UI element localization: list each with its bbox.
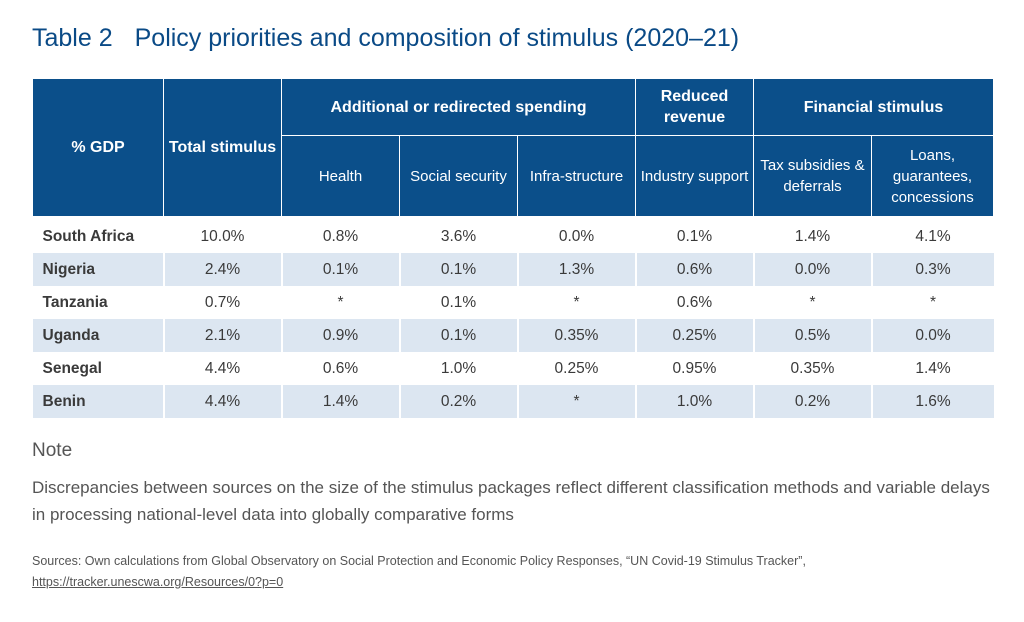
value-cell: 0.2% xyxy=(752,385,872,418)
table-title-text: Policy priorities and composition of sti… xyxy=(134,24,740,52)
table-row: Benin 4.4% 1.4% 0.2% * 1.0% 0.2% 1.6% xyxy=(32,385,994,418)
country-cell: Tanzania xyxy=(42,293,108,311)
value-cell: 4.1% xyxy=(870,216,994,253)
value-cell: 2.1% xyxy=(162,319,282,352)
table-row: South Africa 10.0% 0.8% 3.6% 0.0% 0.1% 1… xyxy=(33,216,994,253)
column-header-social-security: Social security xyxy=(399,135,518,217)
value-cell: * xyxy=(516,385,636,418)
value-cell: 1.0% xyxy=(634,385,754,418)
column-header-tax-subsidies: Tax subsidies & deferrals xyxy=(753,135,872,217)
value-cell: 1.0% xyxy=(398,352,518,385)
country-cell: Benin xyxy=(32,385,164,418)
row-label-header: % GDP xyxy=(32,78,164,217)
value-cell: 0.9% xyxy=(280,319,400,352)
reduced-revenue-header: Reduced revenue xyxy=(635,78,754,136)
value-cell: 0.1% xyxy=(398,319,518,352)
value-cell: 0.5% xyxy=(752,319,872,352)
value-cell: 0.3% xyxy=(870,253,994,286)
value-cell: 10.0% xyxy=(162,216,282,253)
value-cell: 0.2% xyxy=(398,385,518,418)
spending-group-header: Additional or redirected spending xyxy=(281,78,636,136)
value-cell: 1.4% xyxy=(280,385,400,418)
value-cell: 0.8% xyxy=(280,216,400,253)
value-cell: 0.6% xyxy=(634,286,754,319)
note-heading: Note xyxy=(32,440,73,461)
value-cell: 3.6% xyxy=(398,216,518,253)
value-cell: 0.6% xyxy=(634,253,754,286)
stimulus-table: % GDP Total stimulus Additional or redir… xyxy=(32,78,994,418)
value-cell: 1.4% xyxy=(870,352,994,385)
country-cell: Senegal xyxy=(42,359,102,377)
note-text: Discrepancies between sources on the siz… xyxy=(32,478,990,524)
value-cell: 0.25% xyxy=(634,319,754,352)
value-cell: 0.0% xyxy=(516,216,636,253)
sources-note: Sources: Own calculations from Global Ob… xyxy=(32,551,1000,593)
sources-text: Sources: Own calculations from Global Ob… xyxy=(32,554,806,568)
country-cell: Uganda xyxy=(32,319,164,352)
table-title: Table 2 Policy priorities and composition… xyxy=(32,24,739,53)
column-header-loans: Loans, guarantees, concessions xyxy=(871,135,994,217)
value-cell: 0.7% xyxy=(162,286,282,319)
column-header-industry-support: Industry support xyxy=(635,135,754,217)
value-cell: 0.35% xyxy=(516,319,636,352)
value-cell: * xyxy=(870,286,994,319)
table-row: Senegal 4.4% 0.6% 1.0% 0.25% 0.95% 0.35%… xyxy=(33,352,994,385)
value-cell: 1.4% xyxy=(752,216,872,253)
value-cell: 0.1% xyxy=(280,253,400,286)
sources-link[interactable]: https://tracker.unescwa.org/Resources/0?… xyxy=(32,575,284,589)
financial-stimulus-header: Financial stimulus xyxy=(753,78,994,136)
table-row: Uganda 2.1% 0.9% 0.1% 0.35% 0.25% 0.5% 0… xyxy=(32,319,994,352)
value-cell: 0.25% xyxy=(516,352,636,385)
value-cell: 0.6% xyxy=(280,352,400,385)
value-cell: 0.1% xyxy=(634,216,754,253)
column-header-health: Health xyxy=(281,135,400,217)
value-cell: 0.1% xyxy=(398,286,518,319)
value-cell: 0.0% xyxy=(752,253,872,286)
value-cell: 1.3% xyxy=(516,253,636,286)
total-stimulus-header: Total stimulus xyxy=(163,78,282,217)
value-cell: 0.0% xyxy=(870,319,994,352)
value-cell: * xyxy=(280,286,400,319)
country-cell: Nigeria xyxy=(32,253,164,286)
column-header-infrastructure: Infra-structure xyxy=(517,135,636,217)
value-cell: 1.6% xyxy=(870,385,994,418)
value-cell: 4.4% xyxy=(162,352,282,385)
table-row: Tanzania 0.7% * 0.1% * 0.6% * * xyxy=(33,286,994,319)
value-cell: 0.1% xyxy=(398,253,518,286)
value-cell: * xyxy=(516,286,636,319)
country-cell: South Africa xyxy=(42,227,135,245)
value-cell: 0.95% xyxy=(634,352,754,385)
table-row: Nigeria 2.4% 0.1% 0.1% 1.3% 0.6% 0.0% 0.… xyxy=(32,253,994,286)
value-cell: * xyxy=(752,286,872,319)
value-cell: 0.35% xyxy=(752,352,872,385)
value-cell: 4.4% xyxy=(162,385,282,418)
table-number: Table 2 xyxy=(32,24,113,52)
value-cell: 2.4% xyxy=(162,253,282,286)
